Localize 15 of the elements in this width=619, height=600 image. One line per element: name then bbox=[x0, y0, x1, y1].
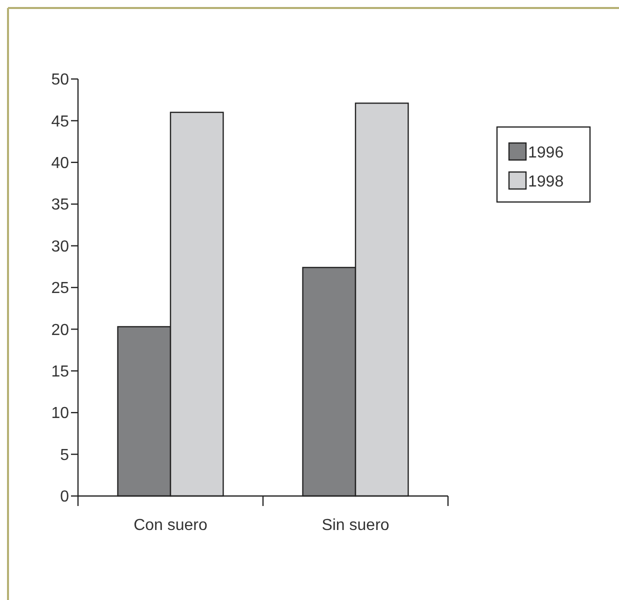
y-tick-label: 0 bbox=[60, 488, 70, 506]
legend-label: 1996 bbox=[528, 144, 564, 162]
y-tick-label: 35 bbox=[51, 196, 70, 214]
y-tick-label: 15 bbox=[51, 364, 70, 380]
y-tick-label: 10 bbox=[51, 405, 70, 422]
y-tick-label: 20 bbox=[51, 322, 70, 339]
x-tick-label: Con suero bbox=[134, 517, 208, 534]
y-tick-label: 30 bbox=[51, 238, 70, 256]
y-tick-label: 50 bbox=[51, 72, 70, 89]
y-tick-label: 5 bbox=[60, 446, 70, 464]
y-tick-label: 25 bbox=[51, 280, 70, 298]
x-tick-label: Sin suero bbox=[322, 517, 390, 534]
legend-label: 1998 bbox=[528, 174, 564, 191]
y-tick-label: 45 bbox=[51, 113, 70, 130]
y-tick-label: 40 bbox=[51, 155, 70, 172]
